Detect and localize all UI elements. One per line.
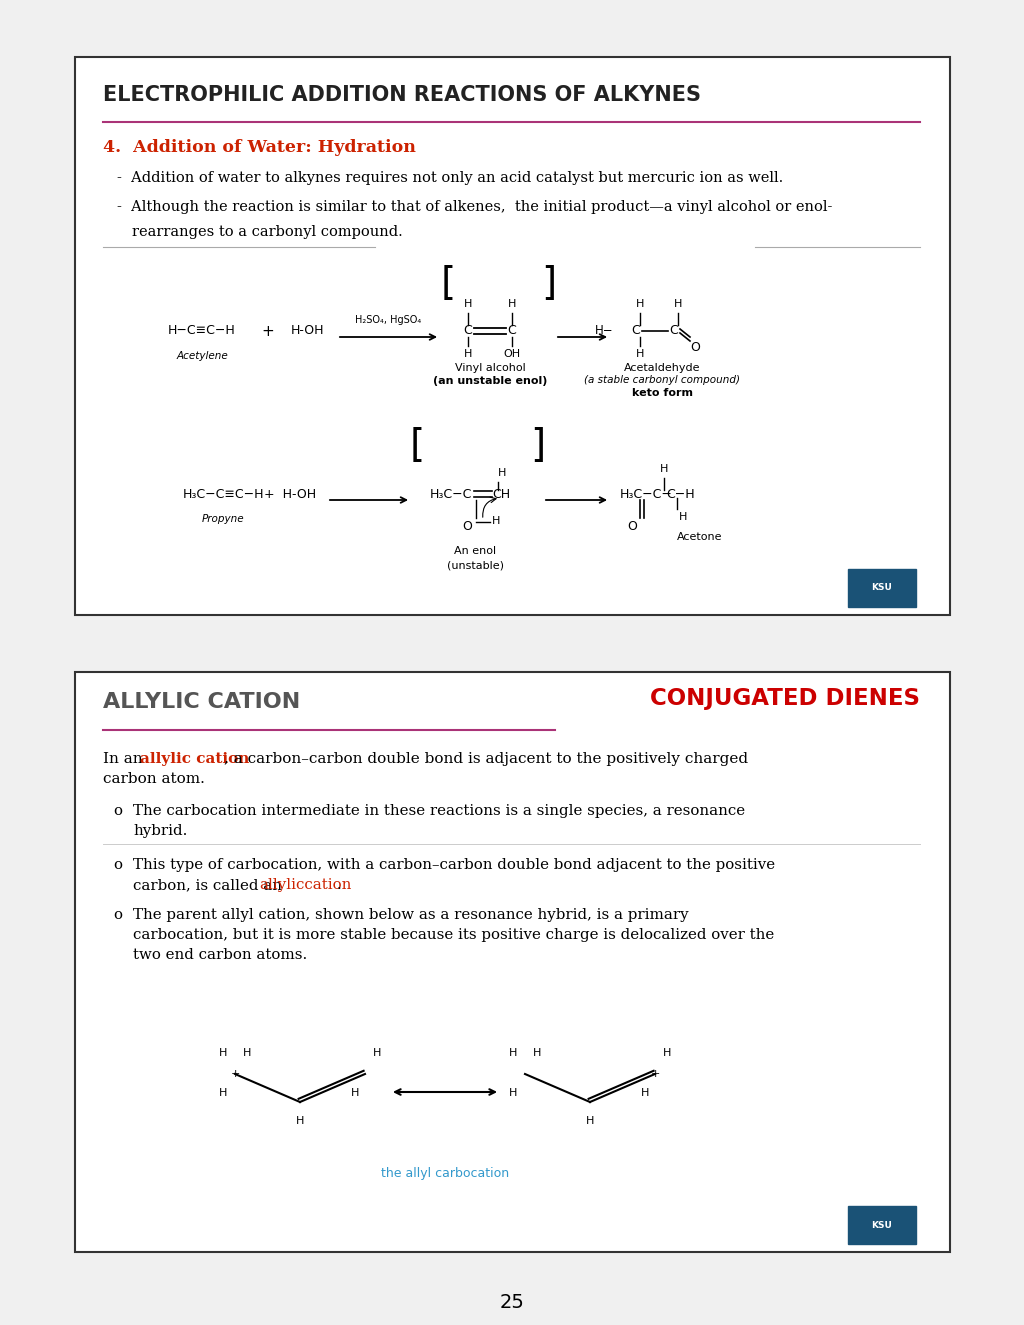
Text: (a stable carbonyl compound): (a stable carbonyl compound)	[584, 375, 740, 386]
Text: (unstable): (unstable)	[446, 560, 504, 570]
Text: hybrid.: hybrid.	[133, 824, 187, 837]
Text: H₃C−C≡C−H: H₃C−C≡C−H	[182, 488, 264, 501]
Text: An enol: An enol	[454, 546, 496, 556]
Text: In an: In an	[103, 753, 147, 766]
Text: allylic cation: allylic cation	[140, 753, 250, 766]
Text: H₃C−C−: H₃C−C−	[620, 488, 673, 501]
Text: +  H‐OH: + H‐OH	[264, 488, 316, 501]
Text: This type of carbocation, with a carbon–carbon double bond adjacent to the posit: This type of carbocation, with a carbon–…	[133, 859, 775, 872]
Text: H: H	[498, 468, 506, 478]
Text: H: H	[243, 1048, 251, 1057]
Text: +: +	[261, 323, 274, 338]
Text: -  Although the reaction is similar to that of alkenes,  the initial product—a v: - Although the reaction is similar to th…	[117, 200, 833, 215]
Text: H: H	[679, 511, 687, 522]
Text: [: [	[410, 427, 425, 465]
Text: H₂SO₄, HgSO₄: H₂SO₄, HgSO₄	[355, 315, 421, 325]
Text: H: H	[373, 1048, 381, 1057]
Text: CH: CH	[492, 488, 510, 501]
Text: CONJUGATED DIENES: CONJUGATED DIENES	[650, 686, 920, 710]
Bar	[848, 568, 916, 607]
Text: H: H	[508, 299, 516, 309]
Text: [: [	[441, 265, 457, 303]
Text: , a carbon–carbon double bond is adjacent to the positively charged: , a carbon–carbon double bond is adjacen…	[224, 753, 749, 766]
Text: .: .	[337, 878, 342, 892]
Text: +: +	[230, 1069, 240, 1079]
Text: H: H	[296, 1116, 304, 1126]
Text: H: H	[586, 1116, 594, 1126]
Text: carbon atom.: carbon atom.	[103, 772, 205, 786]
Text: two end carbon atoms.: two end carbon atoms.	[133, 947, 307, 962]
Bar	[848, 1206, 916, 1244]
Text: H: H	[663, 1048, 671, 1057]
Text: H: H	[464, 299, 472, 309]
Text: carbocation, but it is more stable because its positive charge is delocalized ov: carbocation, but it is more stable becau…	[133, 927, 774, 942]
Text: The carbocation intermediate in these reactions is a single species, a resonance: The carbocation intermediate in these re…	[133, 804, 745, 818]
Text: 4.  Addition of Water: Hydration: 4. Addition of Water: Hydration	[103, 139, 416, 156]
Text: H: H	[219, 1088, 227, 1098]
Text: Acetaldehyde: Acetaldehyde	[624, 363, 700, 374]
Text: C: C	[632, 325, 640, 338]
Text: H−: H−	[594, 325, 613, 338]
Bar	[75, 672, 950, 1252]
Text: KSU: KSU	[871, 1220, 893, 1230]
Text: ALLYLIC CATION: ALLYLIC CATION	[103, 692, 300, 712]
Text: ]: ]	[541, 265, 556, 303]
Text: ]: ]	[530, 427, 545, 465]
Text: H: H	[532, 1048, 542, 1057]
Text: Vinyl alcohol: Vinyl alcohol	[455, 363, 525, 374]
Text: 25: 25	[500, 1293, 524, 1313]
Text: o: o	[113, 804, 122, 818]
Text: H: H	[659, 464, 669, 474]
Text: O: O	[690, 341, 699, 354]
Text: o: o	[113, 908, 122, 922]
Text: KSU: KSU	[871, 583, 893, 592]
Text: the allyl carbocation: the allyl carbocation	[381, 1167, 509, 1181]
Text: allyliccation: allyliccation	[259, 878, 351, 892]
Text: C: C	[464, 325, 472, 338]
Text: H: H	[641, 1088, 649, 1098]
Text: OH: OH	[504, 348, 520, 359]
Text: H: H	[351, 1088, 359, 1098]
Text: H₃C−C: H₃C−C	[430, 488, 472, 501]
Text: O: O	[627, 519, 637, 533]
Text: Acetylene: Acetylene	[176, 351, 228, 360]
Text: rearranges to a carbonyl compound.: rearranges to a carbonyl compound.	[132, 225, 402, 238]
Text: H: H	[492, 515, 501, 526]
Text: H: H	[219, 1048, 227, 1057]
Text: C−H: C−H	[666, 488, 694, 501]
Text: C: C	[508, 325, 516, 338]
Text: C: C	[670, 325, 678, 338]
Text: H: H	[509, 1088, 517, 1098]
Text: H−C≡C−H: H−C≡C−H	[168, 325, 236, 338]
Text: -  Addition of water to alkynes requires not only an acid catalyst but mercuric : - Addition of water to alkynes requires …	[117, 171, 783, 186]
Text: (an unstable enol): (an unstable enol)	[433, 376, 547, 386]
Text: H: H	[509, 1048, 517, 1057]
Text: H‐OH: H‐OH	[290, 325, 324, 338]
Text: Propyne: Propyne	[202, 514, 245, 523]
Text: H: H	[636, 348, 644, 359]
Text: ELECTROPHILIC ADDITION REACTIONS OF ALKYNES: ELECTROPHILIC ADDITION REACTIONS OF ALKY…	[103, 85, 701, 105]
Text: Acetone: Acetone	[677, 533, 723, 542]
Text: H: H	[464, 348, 472, 359]
Bar	[75, 57, 950, 615]
Text: keto form: keto form	[632, 388, 692, 398]
Text: O: O	[462, 519, 472, 533]
Text: +: +	[650, 1069, 659, 1079]
Text: carbon, is called an: carbon, is called an	[133, 878, 287, 892]
Text: o: o	[113, 859, 122, 872]
Text: H: H	[636, 299, 644, 309]
Text: The parent allyl cation, shown below as a resonance hybrid, is a primary: The parent allyl cation, shown below as …	[133, 908, 688, 922]
Text: H: H	[674, 299, 682, 309]
